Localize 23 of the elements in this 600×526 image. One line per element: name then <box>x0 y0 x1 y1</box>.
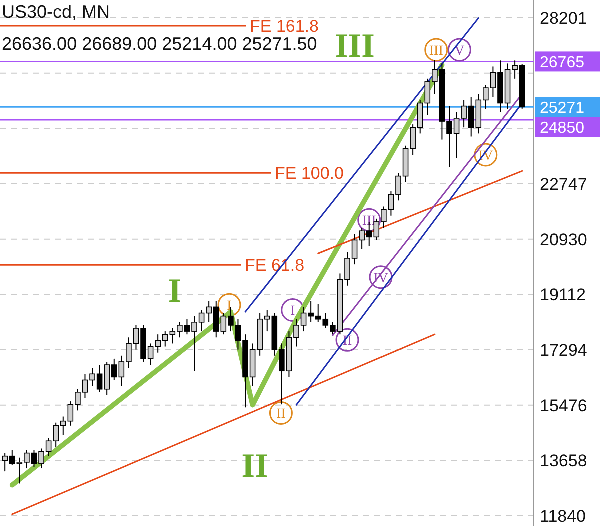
ref-line-label: FE 100.0 <box>275 164 344 184</box>
annotation: I <box>227 298 232 314</box>
y-tick-label: 15476 <box>540 396 588 416</box>
annotation: II <box>242 448 268 485</box>
y-tick-label: 17294 <box>540 340 588 360</box>
y-tick-label: 11840 <box>540 506 586 526</box>
y-tick-label: 22747 <box>540 174 588 194</box>
annotation: III <box>335 28 375 65</box>
annotation: I <box>290 304 296 320</box>
y-tick-label: 28201 <box>540 8 588 28</box>
annotation: V <box>454 44 465 59</box>
annotation: I <box>168 272 182 310</box>
chart-title: US30-cd, MN <box>2 2 110 22</box>
y-tick-label: 19112 <box>540 286 586 305</box>
ref-line-label: 25271 <box>540 100 585 117</box>
annotation: II <box>276 407 286 422</box>
ref-line-label: FE 161.8 <box>250 16 319 36</box>
ref-line-label: 26765 <box>540 54 585 72</box>
annotation: III <box>429 44 444 59</box>
text: 26636.00 26689.00 25214.00 25271.50 <box>2 34 318 54</box>
y-tick-label: 13658 <box>540 452 588 471</box>
ref-line-label: 24850 <box>540 120 585 137</box>
y-tick-label: 20930 <box>540 230 588 250</box>
